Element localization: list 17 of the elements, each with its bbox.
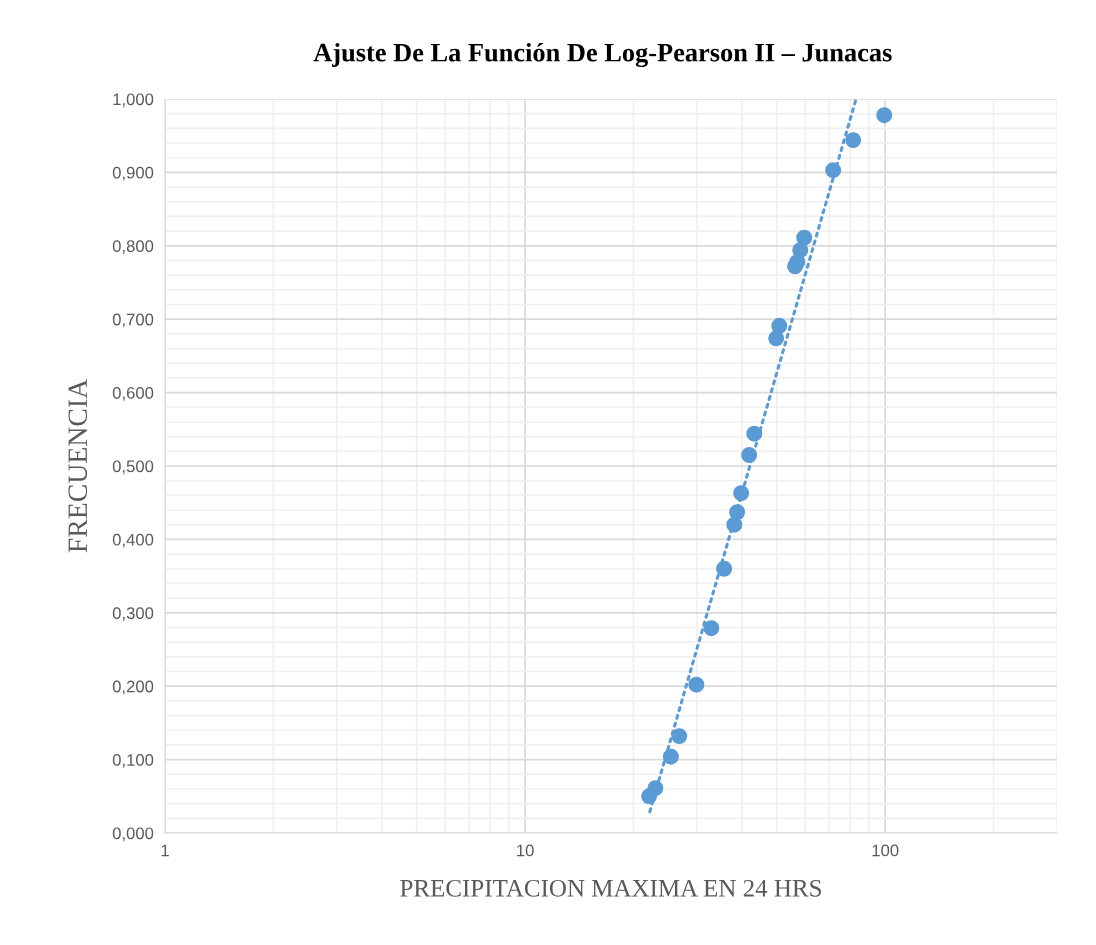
x-tick-label: 100	[872, 844, 899, 857]
y-axis-title: FRECUENCIA	[68, 379, 88, 553]
y-tick-label: 0,200	[112, 680, 154, 695]
y-tick-label: 0,400	[112, 533, 154, 548]
y-tick-label: 0,800	[112, 240, 154, 254]
y-tick-label: 0,700	[112, 313, 154, 328]
x-tick-label: 1	[161, 844, 169, 857]
x-tick-label: 10	[517, 844, 534, 857]
y-tick-label: 0,900	[112, 166, 154, 181]
y-tick-label: 0,600	[112, 387, 154, 401]
x-axis-title: PRECIPITACION MAXIMA EN 24 HRS	[400, 879, 821, 897]
y-tick-label: 0,100	[112, 754, 154, 768]
y-tick-label: 0,500	[112, 460, 154, 475]
y-tick-label: 0,000	[112, 827, 154, 842]
chart-title: Ajuste De La Función De Log-Pearson II – Junacas	[313, 42, 892, 68]
y-tick-label: 0,300	[112, 607, 154, 621]
y-tick-label: 1,000	[113, 93, 154, 108]
